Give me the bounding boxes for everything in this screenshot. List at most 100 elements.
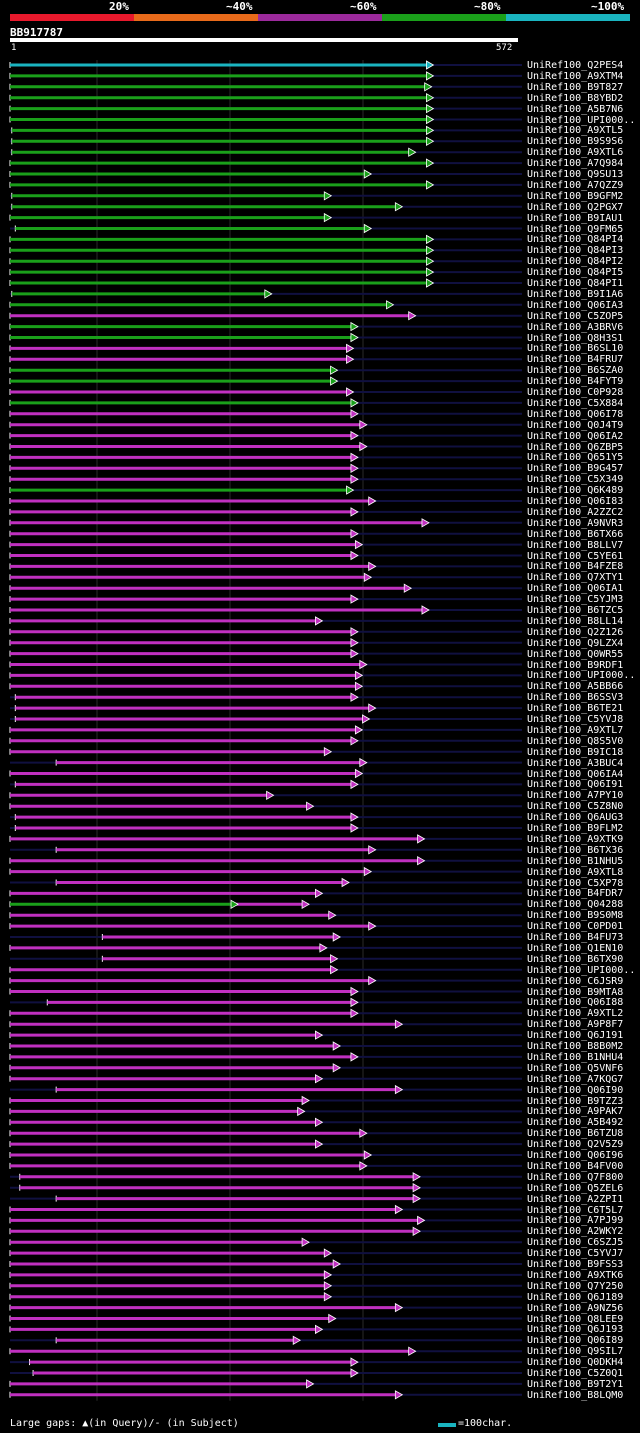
hit-label[interactable]: UniRef100_Q2PGX7 xyxy=(527,201,624,213)
hit-label[interactable]: UniRef100_Q06I91 xyxy=(527,779,624,791)
hit-label[interactable]: UniRef100_C5YJM3 xyxy=(527,594,624,606)
hit-label[interactable]: UniRef100_A7Q984 xyxy=(527,158,624,170)
hit-label[interactable]: UniRef100_Q6AUG3 xyxy=(527,812,624,824)
hit-label[interactable]: UniRef100_Q2PES4 xyxy=(527,60,624,71)
hit-label[interactable]: UniRef100_A9XTL2 xyxy=(527,1008,624,1020)
hit-label[interactable]: UniRef100_C5Z8N0 xyxy=(527,801,624,813)
hit-label[interactable]: UniRef100_Q06IA4 xyxy=(527,768,624,780)
hit-label[interactable]: UniRef100_A9XTL6 xyxy=(527,147,624,159)
hit-label[interactable]: UniRef100_A9XTL7 xyxy=(527,724,624,736)
hit-label[interactable]: UniRef100_C5X349 xyxy=(527,474,624,486)
hit-label[interactable]: UniRef100_B4FYT9 xyxy=(527,376,624,388)
hit-label[interactable]: UniRef100_Q84PI5 xyxy=(527,267,624,279)
hit-label[interactable]: UniRef100_Q1EN10 xyxy=(527,942,624,954)
hit-label[interactable]: UniRef100_A2ZPI1 xyxy=(527,1193,624,1205)
hit-label[interactable]: UniRef100_Q04288 xyxy=(527,899,624,911)
hit-label[interactable]: UniRef100_A5B7N6 xyxy=(527,103,624,115)
hit-label[interactable]: UniRef100_B6TX36 xyxy=(527,844,624,856)
hit-label[interactable]: UniRef100_Q9LZX4 xyxy=(527,637,624,649)
hit-label[interactable]: UniRef100_B9T2Y1 xyxy=(527,1378,624,1390)
hit-label[interactable]: UniRef100_C0P928 xyxy=(527,387,624,398)
hit-label[interactable]: UniRef100_Q06I88 xyxy=(527,997,624,1009)
hit-label[interactable]: UniRef100_A9NZ56 xyxy=(527,1302,624,1314)
hit-label[interactable]: UniRef100_Q651Y5 xyxy=(527,452,624,464)
hit-label[interactable]: UniRef100_A9XTK9 xyxy=(527,833,624,845)
hit-label[interactable]: UniRef100_A7KQG7 xyxy=(527,1073,624,1085)
hit-label[interactable]: UniRef100_B4FRU7 xyxy=(527,354,624,366)
hit-label[interactable]: UniRef100_A9P8F7 xyxy=(527,1019,624,1031)
hit-label[interactable]: UniRef100_B1NHU5 xyxy=(527,855,624,867)
hit-label[interactable]: UniRef100_Q6J189 xyxy=(527,1291,624,1303)
hit-label[interactable]: UniRef100_Q6J193 xyxy=(527,1324,624,1336)
hit-label[interactable]: UniRef100_Q0WR55 xyxy=(527,648,624,660)
hit-label[interactable]: UniRef100_Q06I78 xyxy=(527,408,624,420)
hit-label[interactable]: UniRef100_A5B492 xyxy=(527,1117,624,1129)
hit-label[interactable]: UniRef100_A9XTM4 xyxy=(527,70,624,82)
hit-label[interactable]: UniRef100_Q0J4T9 xyxy=(527,419,624,431)
hit-label[interactable]: UniRef100_B4FDR7 xyxy=(527,888,624,900)
hit-label[interactable]: UniRef100_B4FV00 xyxy=(527,1160,624,1172)
hit-label[interactable]: UniRef100_A9NVR3 xyxy=(527,517,624,529)
hit-label[interactable]: UniRef100_B8YBD2 xyxy=(527,92,624,104)
hit-label[interactable]: UniRef100_UPI000.. xyxy=(527,670,636,682)
hit-label[interactable]: UniRef100_UPI000.. xyxy=(527,114,636,126)
hit-label[interactable]: UniRef100_Q2Z126 xyxy=(527,626,624,638)
hit-label[interactable]: UniRef100_C5X884 xyxy=(527,397,624,409)
hit-label[interactable]: UniRef100_C0PD01 xyxy=(527,921,624,933)
hit-label[interactable]: UniRef100_UPI000.. xyxy=(527,964,636,976)
hit-label[interactable]: UniRef100_Q2V5Z9 xyxy=(527,1139,624,1151)
hit-label[interactable]: UniRef100_B1NHU4 xyxy=(527,1051,624,1063)
hit-label[interactable]: UniRef100_B9T827 xyxy=(527,81,624,93)
hit-label[interactable]: UniRef100_B8LQM0 xyxy=(527,1389,624,1401)
hit-label[interactable]: UniRef100_Q5VNF6 xyxy=(527,1062,624,1074)
hit-label[interactable]: UniRef100_Q84PI3 xyxy=(527,245,624,257)
hit-label[interactable]: UniRef100_B6TX90 xyxy=(527,953,624,965)
hit-label[interactable]: UniRef100_B6TZU8 xyxy=(527,1128,624,1140)
hit-label[interactable]: UniRef100_Q06IA1 xyxy=(527,583,624,595)
hit-label[interactable]: UniRef100_Q84PI4 xyxy=(527,234,624,246)
hit-label[interactable]: UniRef100_B8B0M2 xyxy=(527,1041,624,1052)
hit-label[interactable]: UniRef100_Q7Y250 xyxy=(527,1280,624,1292)
hit-label[interactable]: UniRef100_A9XTK6 xyxy=(527,1269,624,1281)
hit-label[interactable]: UniRef100_Q6K489 xyxy=(527,485,624,497)
hit-label[interactable]: UniRef100_A2WKY2 xyxy=(527,1226,624,1238)
hit-label[interactable]: UniRef100_B9I1A6 xyxy=(527,288,624,300)
hit-label[interactable]: UniRef100_Q06I89 xyxy=(527,1335,624,1347)
hit-label[interactable]: UniRef100_B9IAU1 xyxy=(527,212,624,224)
hit-label[interactable]: UniRef100_A9XTL8 xyxy=(527,866,624,878)
hit-label[interactable]: UniRef100_Q9FM65 xyxy=(527,223,624,235)
hit-label[interactable]: UniRef100_Q84PI1 xyxy=(527,278,624,289)
hit-label[interactable]: UniRef100_A3BUC4 xyxy=(527,757,624,769)
hit-label[interactable]: UniRef100_Q6J191 xyxy=(527,1030,624,1042)
hit-label[interactable]: UniRef100_Q6ZBP5 xyxy=(527,441,624,453)
hit-label[interactable]: UniRef100_B6TE21 xyxy=(527,703,624,715)
hit-label[interactable]: UniRef100_B6TX66 xyxy=(527,528,624,540)
hit-label[interactable]: UniRef100_B9S0M8 xyxy=(527,910,624,922)
hit-label[interactable]: UniRef100_C6T5L7 xyxy=(527,1204,624,1216)
hit-label[interactable]: UniRef100_A7QZZ9 xyxy=(527,179,624,191)
hit-label[interactable]: UniRef100_A7PY10 xyxy=(527,790,624,802)
hit-label[interactable]: UniRef100_B9TZZ3 xyxy=(527,1095,624,1107)
hit-label[interactable]: UniRef100_C5XP78 xyxy=(527,877,624,889)
hit-label[interactable]: UniRef100_C5YVJ7 xyxy=(527,1248,624,1260)
hit-label[interactable]: UniRef100_A7PJ99 xyxy=(527,1215,624,1227)
hit-label[interactable]: UniRef100_A9XTL5 xyxy=(527,125,624,137)
hit-label[interactable]: UniRef100_Q7XTY1 xyxy=(527,572,624,584)
hit-label[interactable]: UniRef100_A2ZZC2 xyxy=(527,506,624,518)
hit-label[interactable]: UniRef100_Q06IA2 xyxy=(527,430,624,442)
hit-label[interactable]: UniRef100_B8LL14 xyxy=(527,615,624,627)
hit-label[interactable]: UniRef100_Q9SU13 xyxy=(527,169,624,180)
hit-label[interactable]: UniRef100_B6SSV3 xyxy=(527,692,624,704)
hit-label[interactable]: UniRef100_C5YE61 xyxy=(527,550,624,562)
hit-label[interactable]: UniRef100_B9FLM2 xyxy=(527,823,624,834)
hit-label[interactable]: UniRef100_B8LLV7 xyxy=(527,539,624,551)
hit-label[interactable]: UniRef100_B6SL10 xyxy=(527,343,624,355)
hit-label[interactable]: UniRef100_C6SZJ5 xyxy=(527,1237,624,1249)
hit-label[interactable]: UniRef100_Q0DKH4 xyxy=(527,1357,624,1369)
hit-label[interactable]: UniRef100_Q06I90 xyxy=(527,1084,624,1096)
hit-label[interactable]: UniRef100_Q9SIL7 xyxy=(527,1346,624,1358)
hit-label[interactable]: UniRef100_Q8H3S1 xyxy=(527,332,624,344)
hit-label[interactable]: UniRef100_Q06I96 xyxy=(527,1150,624,1161)
hit-label[interactable]: UniRef100_B4FU73 xyxy=(527,932,624,943)
hit-label[interactable]: UniRef100_A5BB66 xyxy=(527,681,624,693)
